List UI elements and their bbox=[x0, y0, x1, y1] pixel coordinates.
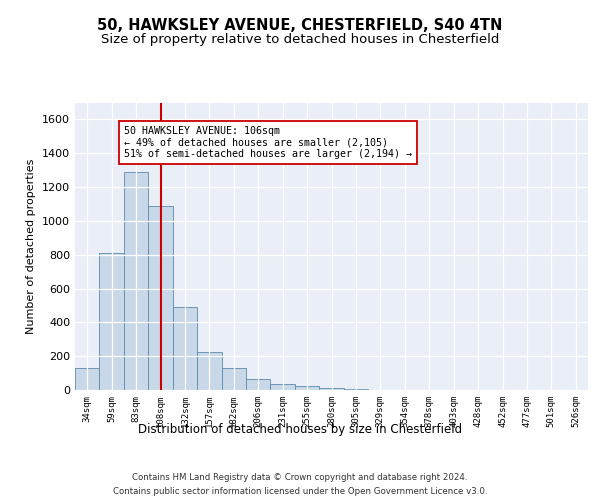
Text: Size of property relative to detached houses in Chesterfield: Size of property relative to detached ho… bbox=[101, 32, 499, 46]
Bar bbox=[271, 384, 295, 390]
Text: Distribution of detached houses by size in Chesterfield: Distribution of detached houses by size … bbox=[138, 422, 462, 436]
Bar bbox=[344, 389, 368, 390]
Bar bbox=[100, 253, 124, 390]
Bar bbox=[173, 307, 197, 390]
Text: 50 HAWKSLEY AVENUE: 106sqm
← 49% of detached houses are smaller (2,105)
51% of s: 50 HAWKSLEY AVENUE: 106sqm ← 49% of deta… bbox=[124, 126, 412, 160]
Text: 50, HAWKSLEY AVENUE, CHESTERFIELD, S40 4TN: 50, HAWKSLEY AVENUE, CHESTERFIELD, S40 4… bbox=[97, 18, 503, 32]
Bar bbox=[246, 379, 271, 390]
Bar bbox=[295, 386, 319, 390]
Y-axis label: Number of detached properties: Number of detached properties bbox=[26, 158, 37, 334]
Text: Contains HM Land Registry data © Crown copyright and database right 2024.: Contains HM Land Registry data © Crown c… bbox=[132, 472, 468, 482]
Text: Contains public sector information licensed under the Open Government Licence v3: Contains public sector information licen… bbox=[113, 488, 487, 496]
Bar bbox=[124, 172, 148, 390]
Bar bbox=[75, 368, 100, 390]
Bar bbox=[221, 368, 246, 390]
Bar bbox=[197, 352, 221, 390]
Bar bbox=[148, 206, 173, 390]
Bar bbox=[319, 388, 344, 390]
